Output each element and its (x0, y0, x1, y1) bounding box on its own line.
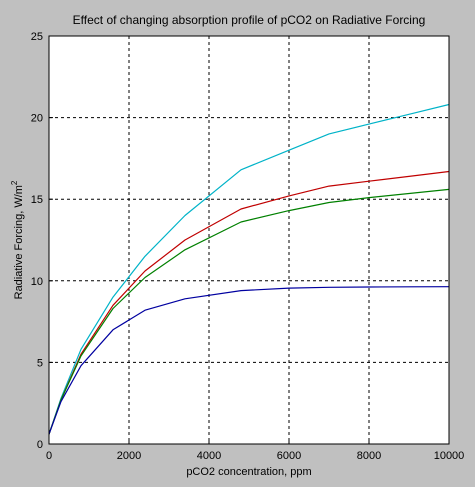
series-line-3 (48, 188, 450, 435)
y-tick-label: 20 (31, 113, 43, 125)
plot-area (48, 35, 450, 445)
grid (49, 36, 449, 444)
ticks: 0 2000 4000 6000 8000 10000 0 5 10 15 20 25 (31, 31, 465, 462)
plot-frame (48, 35, 450, 445)
x-axis-label: pCO2 concentration, ppm (186, 466, 311, 478)
series-line-4 (48, 286, 450, 435)
chart-title: Effect of changing absorption profile of… (73, 13, 426, 27)
y-tick-label: 10 (31, 276, 43, 288)
series-line-1 (48, 103, 450, 435)
x-tick-label: 6000 (277, 450, 301, 462)
y-tick-label: 5 (37, 357, 43, 369)
x-tick-label: 4000 (197, 450, 221, 462)
x-tick-label: 0 (46, 450, 52, 462)
series-layer (48, 103, 450, 435)
y-tick-label: 0 (37, 439, 43, 451)
y-axis-label-superscript: 2 (10, 180, 19, 185)
y-tick-label: 25 (31, 31, 43, 43)
x-tick-label: 8000 (357, 450, 381, 462)
y-tick-label: 15 (31, 194, 43, 206)
y-axis-label: Radiative Forcing, W/m2 (10, 180, 25, 299)
x-tick-label: 2000 (117, 450, 141, 462)
y-axis-label-main: Radiative Forcing, W/m (13, 185, 25, 299)
x-tick-label: 10000 (434, 450, 465, 462)
